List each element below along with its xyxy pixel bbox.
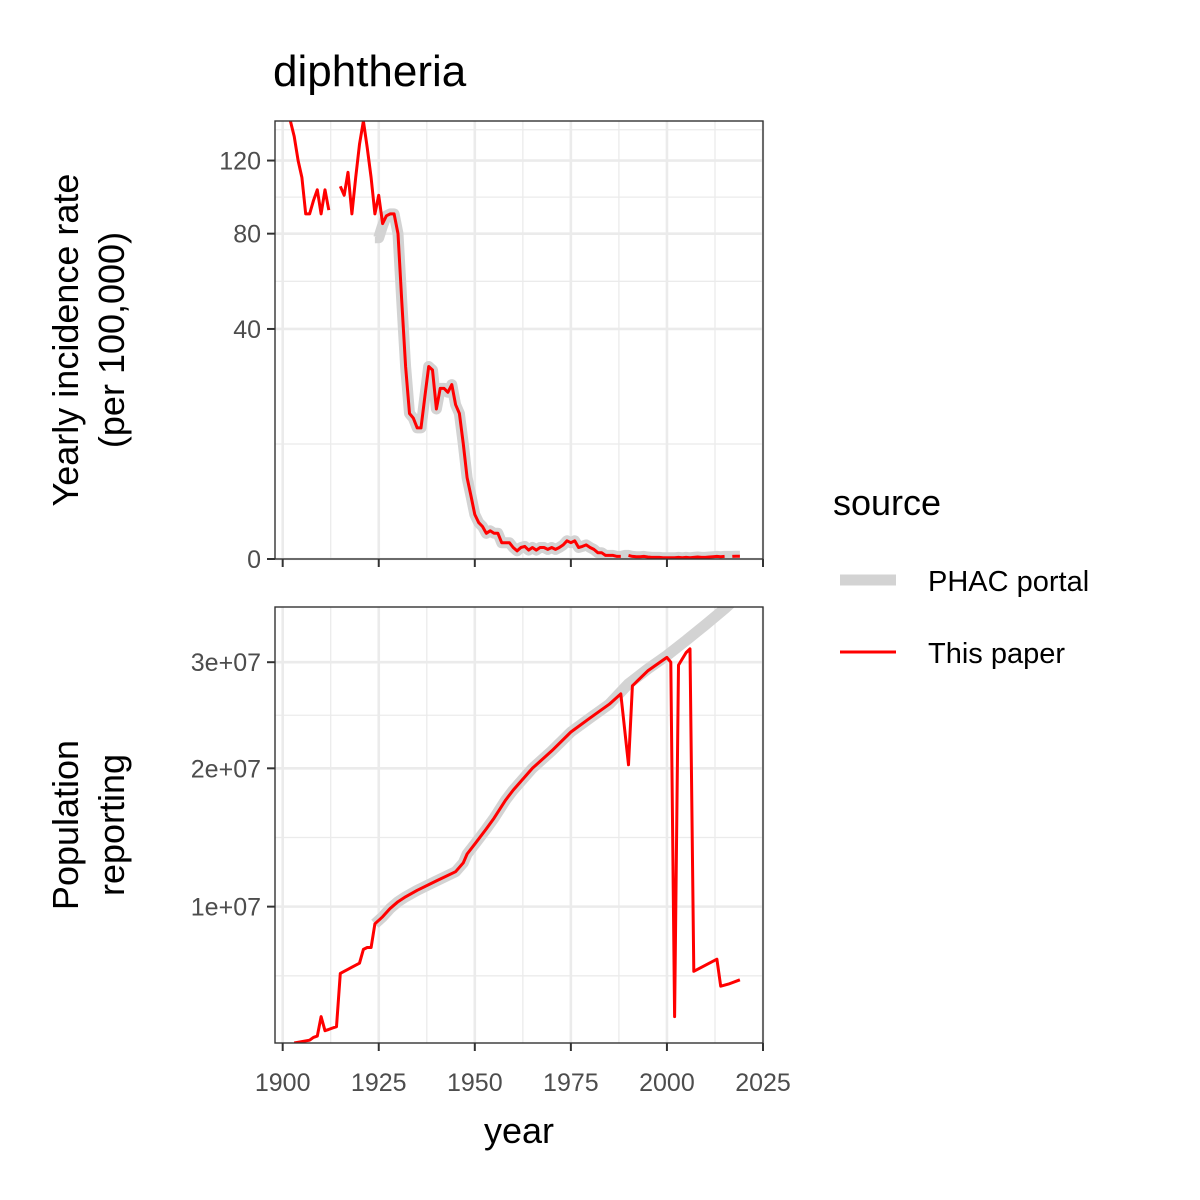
y-tick-label: 120 [219,148,261,176]
legend-title: source [833,482,941,523]
series-line-this-paper [288,121,331,216]
series-line-phac-portal [373,208,742,559]
series-line-this-paper [338,121,621,558]
y-tick-label: 80 [233,221,261,249]
legend-label-phac: PHAC portal [928,566,1089,598]
series-line-this-paper [293,647,741,1043]
panel-border [274,606,764,1044]
y-tick-label: 3e+07 [191,649,261,677]
series-line-this-paper [628,553,725,559]
legend: source PHAC portal This paper [833,482,1089,670]
x-tick-label: 1925 [351,1069,407,1097]
panel-border [274,120,764,560]
y-tick-label: 2e+07 [191,755,261,783]
y-axis-title: Population [45,740,86,910]
x-tick-label: 1975 [543,1069,599,1097]
x-axis-title: year [484,1110,554,1151]
incidence-panel: 0 40 80 120 Yearly incidence rate (per 100,00… [45,120,765,574]
series-line-phac-portal [371,607,735,928]
x-tick-label: 2025 [735,1069,791,1097]
y-axis-title: (per 100,000) [91,232,132,448]
population-panel: 1e+07 2e+07 3e+07 1900 1925 1950 1975 2000 2025 P… [45,606,791,1097]
x-tick-label: 1950 [447,1069,503,1097]
y-tick-label: 0 [247,546,261,574]
x-tick-label: 2000 [639,1069,695,1097]
chart-title: diphtheria [273,47,467,96]
y-axis-title: Yearly incidence rate [45,174,86,507]
y-tick-label: 1e+07 [191,894,261,922]
x-tick-label: 1900 [255,1069,311,1097]
y-tick-label: 40 [233,316,261,344]
y-axis-title: reporting [91,754,132,896]
legend-label-this-paper: This paper [928,638,1065,670]
